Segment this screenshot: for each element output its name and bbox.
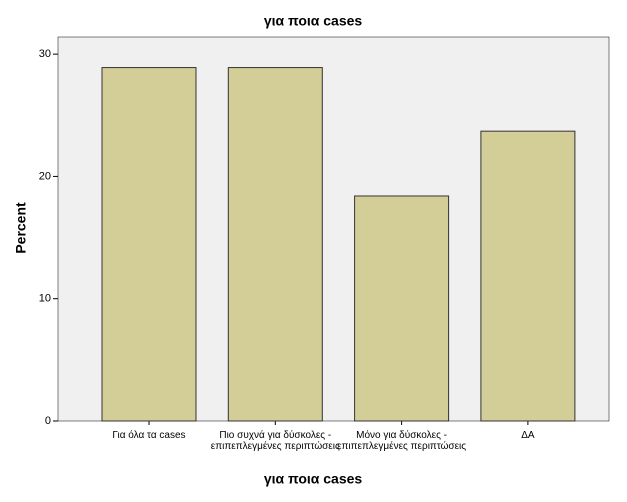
y-axis-label: Percent — [13, 202, 29, 254]
y-tick-label: 30 — [39, 48, 51, 60]
bar — [480, 130, 576, 422]
y-tick-label: 0 — [45, 415, 51, 427]
y-tick-label: 10 — [39, 293, 51, 305]
bar — [354, 195, 450, 422]
x-tick-label: Για όλα τα cases — [112, 430, 186, 441]
x-axis-label: για ποια cases — [264, 471, 363, 487]
x-tick-label: Πιο συχνά για δύσκολες - επιπεπλεγμένες … — [210, 430, 340, 452]
chart-title: για ποια cases — [264, 13, 363, 29]
x-tick-label: Μόνο για δύσκολες - επιπεπλεγμένες περιπ… — [337, 430, 467, 452]
x-tick-label: ΔΑ — [521, 430, 535, 441]
bar — [227, 67, 323, 422]
y-tick-label: 20 — [39, 170, 51, 182]
bar — [101, 67, 197, 422]
